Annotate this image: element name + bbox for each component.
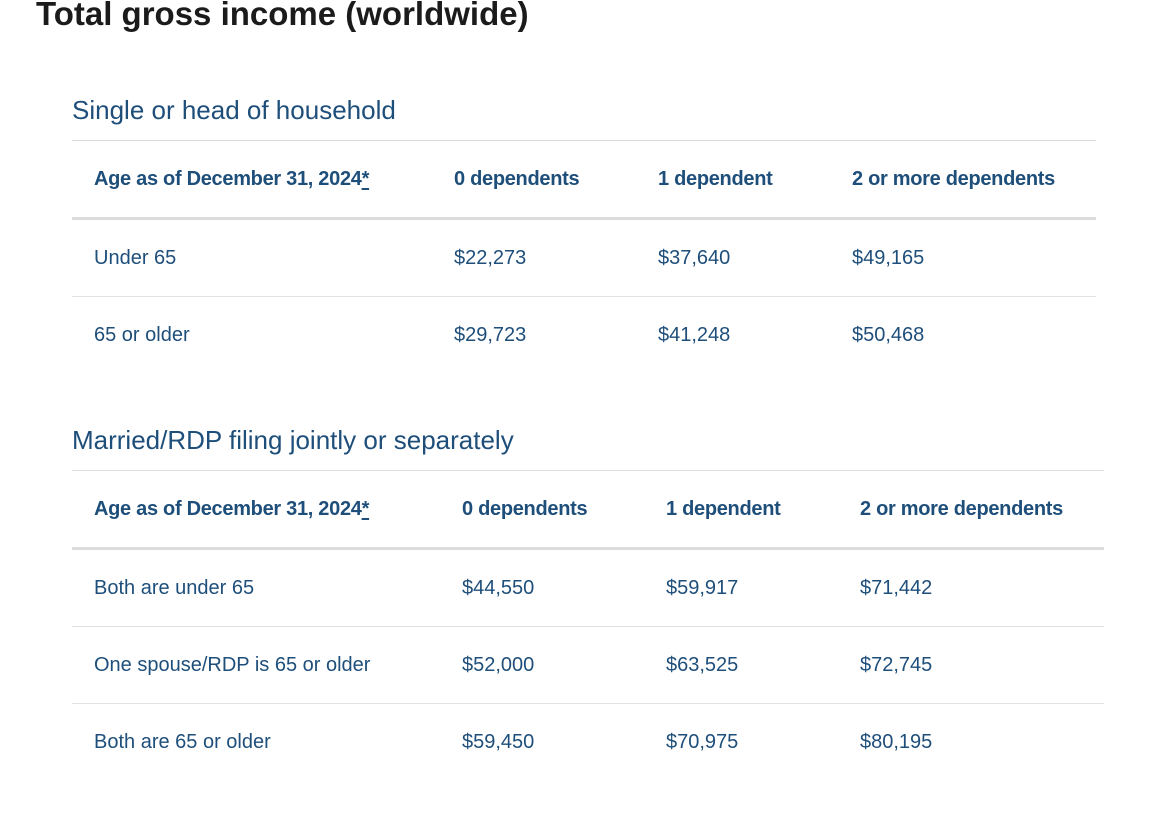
table-row: Both are 65 or older $59,450 $70,975 $80… (72, 704, 1104, 781)
footnote-link[interactable]: * (361, 167, 370, 190)
section-title: Married/RDP filing jointly or separately (72, 425, 514, 455)
page-title: Total gross income (worldwide) (36, 0, 529, 32)
table-header-row: Age as of December 31, 2024* 0 dependent… (72, 470, 1104, 550)
cell-value: $50,468 (852, 323, 925, 346)
income-table-married: Age as of December 31, 2024* 0 dependent… (72, 470, 1104, 780)
header-0-dependents: 0 dependents (432, 140, 636, 220)
row-label: Under 65 (72, 218, 432, 297)
cell-value: $22,273 (432, 218, 636, 297)
cell-value: $41,248 (658, 323, 731, 346)
table-row: One spouse/RDP is 65 or older $52,000 $6… (72, 626, 1104, 704)
table-header-row: Age as of December 31, 2024* 0 dependent… (72, 140, 1096, 220)
header-age-label: Age as of December 31, 2024 (94, 497, 362, 520)
cell-value: $80,195 (860, 730, 933, 753)
cell-value: $29,723 (454, 323, 527, 346)
income-table-single: Age as of December 31, 2024* 0 dependent… (72, 140, 1096, 373)
cell-value: $37,640 (636, 218, 830, 297)
cell-value: $59,450 (462, 730, 535, 753)
table-row: Both are under 65 $44,550 $59,917 $71,44… (72, 548, 1104, 627)
cell-value: $71,442 (838, 548, 1104, 627)
cell-value: $72,745 (838, 626, 1104, 704)
row-label: Both are under 65 (72, 548, 440, 627)
table-row: Under 65 $22,273 $37,640 $49,165 (72, 218, 1096, 297)
cell-value: $70,975 (666, 730, 739, 753)
cell-value: $49,165 (830, 218, 1096, 297)
header-2-or-more-dependents: 2 or more dependents (830, 140, 1096, 220)
header-age: Age as of December 31, 2024* (72, 140, 432, 220)
footnote-link[interactable]: * (361, 497, 370, 520)
cell-value: $59,917 (644, 548, 838, 627)
cell-value: $44,550 (440, 548, 644, 627)
cell-value: $52,000 (440, 626, 644, 704)
header-1-dependent: 1 dependent (636, 140, 830, 220)
header-0-dependents: 0 dependents (440, 470, 644, 550)
section-married: Married/RDP filing jointly or separately… (72, 424, 1104, 780)
section-title: Single or head of household (72, 95, 396, 125)
row-label: 65 or older (94, 323, 190, 346)
row-label: Both are 65 or older (94, 730, 271, 753)
header-age: Age as of December 31, 2024* (72, 470, 440, 550)
cell-value: $63,525 (644, 626, 838, 704)
table-row: 65 or older $29,723 $41,248 $50,468 (72, 297, 1096, 374)
header-age-label: Age as of December 31, 2024 (94, 167, 362, 190)
row-label: One spouse/RDP is 65 or older (72, 626, 440, 704)
section-single: Single or head of household Age as of De… (72, 94, 1096, 373)
header-1-dependent: 1 dependent (644, 470, 838, 550)
header-2-or-more-dependents: 2 or more dependents (838, 470, 1104, 550)
